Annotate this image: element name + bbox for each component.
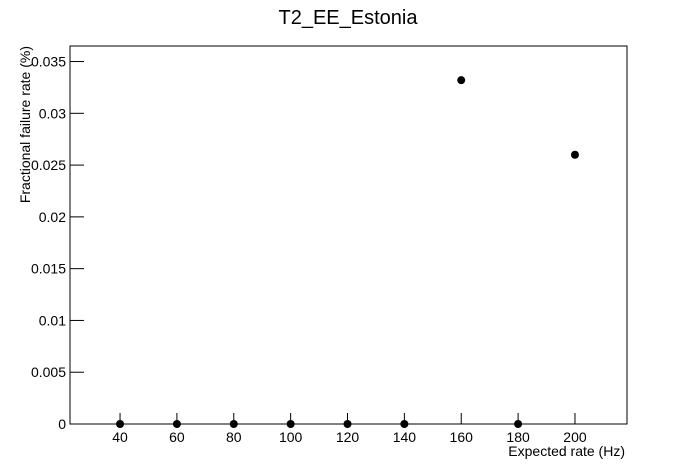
y-tick-label: 0.035 [31, 54, 66, 70]
y-tick-label: 0.025 [31, 157, 66, 173]
x-tick-label: 200 [563, 429, 587, 445]
y-tick-label: 0 [58, 416, 66, 432]
data-point [229, 420, 238, 428]
x-tick-label: 60 [169, 429, 185, 445]
x-tick-label: 180 [506, 429, 530, 445]
chart-title: T2_EE_Estonia [279, 7, 419, 29]
data-point [570, 150, 579, 159]
y-tick-label: 0.03 [39, 105, 66, 121]
x-tick-label: 80 [226, 429, 242, 445]
data-point [343, 420, 352, 428]
x-tick-label: 100 [279, 429, 303, 445]
data-point [457, 76, 466, 85]
data-point [116, 420, 125, 428]
x-tick-label: 120 [336, 429, 360, 445]
data-point [514, 420, 523, 428]
data-point [172, 420, 181, 428]
y-tick-label: 0.02 [39, 209, 66, 225]
y-tick-label: 0.01 [39, 312, 66, 328]
x-axis-label: Expected rate (Hz) [508, 443, 625, 459]
data-point [400, 420, 409, 428]
x-tick-label: 160 [450, 429, 474, 445]
y-tick-label: 0.005 [31, 364, 66, 380]
y-tick-label: 0.015 [31, 261, 66, 277]
y-axis-label: Fractional failure rate (%) [17, 46, 33, 203]
x-tick-label: 40 [112, 429, 128, 445]
x-tick-label: 140 [393, 429, 417, 445]
data-point [286, 420, 295, 428]
